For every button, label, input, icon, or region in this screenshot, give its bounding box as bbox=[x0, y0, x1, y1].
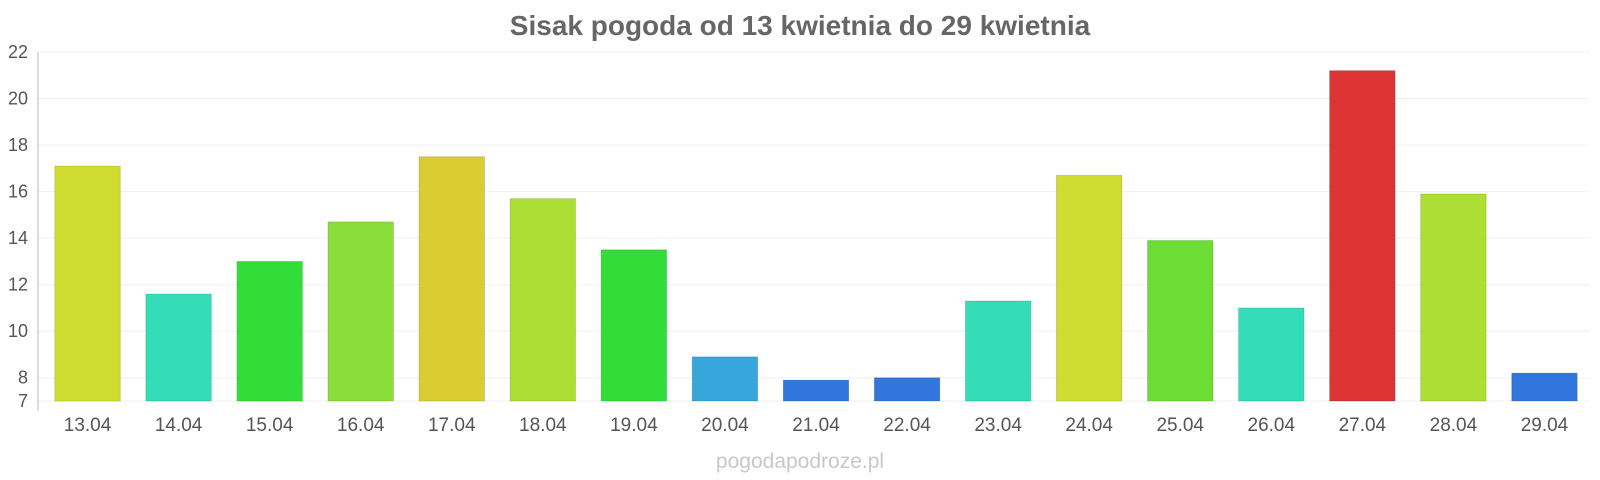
x-tick-labels: 13.04 14.04 15.04 16.04 17.04 18.04 19.04 20.04… bbox=[64, 415, 1569, 436]
bars bbox=[54, 70, 1578, 402]
x-tick-label: 15.04 bbox=[246, 415, 294, 436]
bar-15.04 bbox=[236, 260, 303, 402]
x-tick-label: 23.04 bbox=[974, 415, 1022, 436]
y-tick-label: 16 bbox=[8, 182, 28, 202]
bar-27.04 bbox=[1329, 70, 1396, 402]
bar-28.04 bbox=[1420, 193, 1487, 402]
x-tick-label: 27.04 bbox=[1339, 415, 1387, 436]
x-tick-label: 28.04 bbox=[1430, 415, 1478, 436]
bar-23.04 bbox=[964, 300, 1032, 402]
y-tick-label: 12 bbox=[8, 275, 28, 295]
watermark: pogodapodroze.pl bbox=[715, 450, 885, 473]
x-tick-label: 24.04 bbox=[1065, 415, 1113, 436]
bar-24.04 bbox=[1055, 174, 1123, 402]
y-tick-labels: 7 8 10 12 14 16 18 20 22 bbox=[8, 42, 28, 411]
x-tick-label: 21.04 bbox=[792, 415, 840, 436]
y-tick-label: 18 bbox=[8, 135, 28, 155]
chart-title: Sisak pogoda od 13 kwietnia do 29 kwietn… bbox=[509, 10, 1091, 41]
x-tick-label: 26.04 bbox=[1248, 415, 1296, 436]
y-tick-label: 22 bbox=[8, 42, 28, 62]
bar-17.04 bbox=[418, 156, 486, 402]
y-tick-label: 8 bbox=[18, 368, 28, 388]
bar-26.04 bbox=[1238, 307, 1305, 402]
x-tick-label: 29.04 bbox=[1521, 415, 1569, 436]
y-tick-label: 7 bbox=[18, 391, 28, 411]
bar-13.04 bbox=[54, 165, 121, 402]
bar-16.04 bbox=[327, 221, 394, 402]
bar-19.04 bbox=[600, 249, 668, 402]
x-tick-label: 22.04 bbox=[883, 415, 931, 436]
x-tick-label: 13.04 bbox=[64, 415, 112, 436]
bar-25.04 bbox=[1146, 239, 1214, 402]
bar-22.04 bbox=[873, 377, 941, 402]
y-tick-label: 14 bbox=[8, 228, 28, 248]
x-tick-label: 14.04 bbox=[155, 415, 203, 436]
x-tick-label: 19.04 bbox=[610, 415, 658, 436]
bar-14.04 bbox=[145, 293, 212, 402]
y-tick-label: 20 bbox=[8, 89, 28, 109]
x-tick-label: 18.04 bbox=[519, 415, 567, 436]
x-tick-label: 20.04 bbox=[701, 415, 749, 436]
bar-29.04 bbox=[1511, 372, 1578, 402]
bar-18.04 bbox=[509, 198, 577, 402]
x-tick-label: 25.04 bbox=[1156, 415, 1204, 436]
y-tick-label: 10 bbox=[8, 321, 28, 341]
x-tick-label: 17.04 bbox=[428, 415, 476, 436]
bar-21.04 bbox=[782, 379, 850, 402]
bar-20.04 bbox=[691, 356, 759, 402]
x-tick-label: 16.04 bbox=[337, 415, 385, 436]
